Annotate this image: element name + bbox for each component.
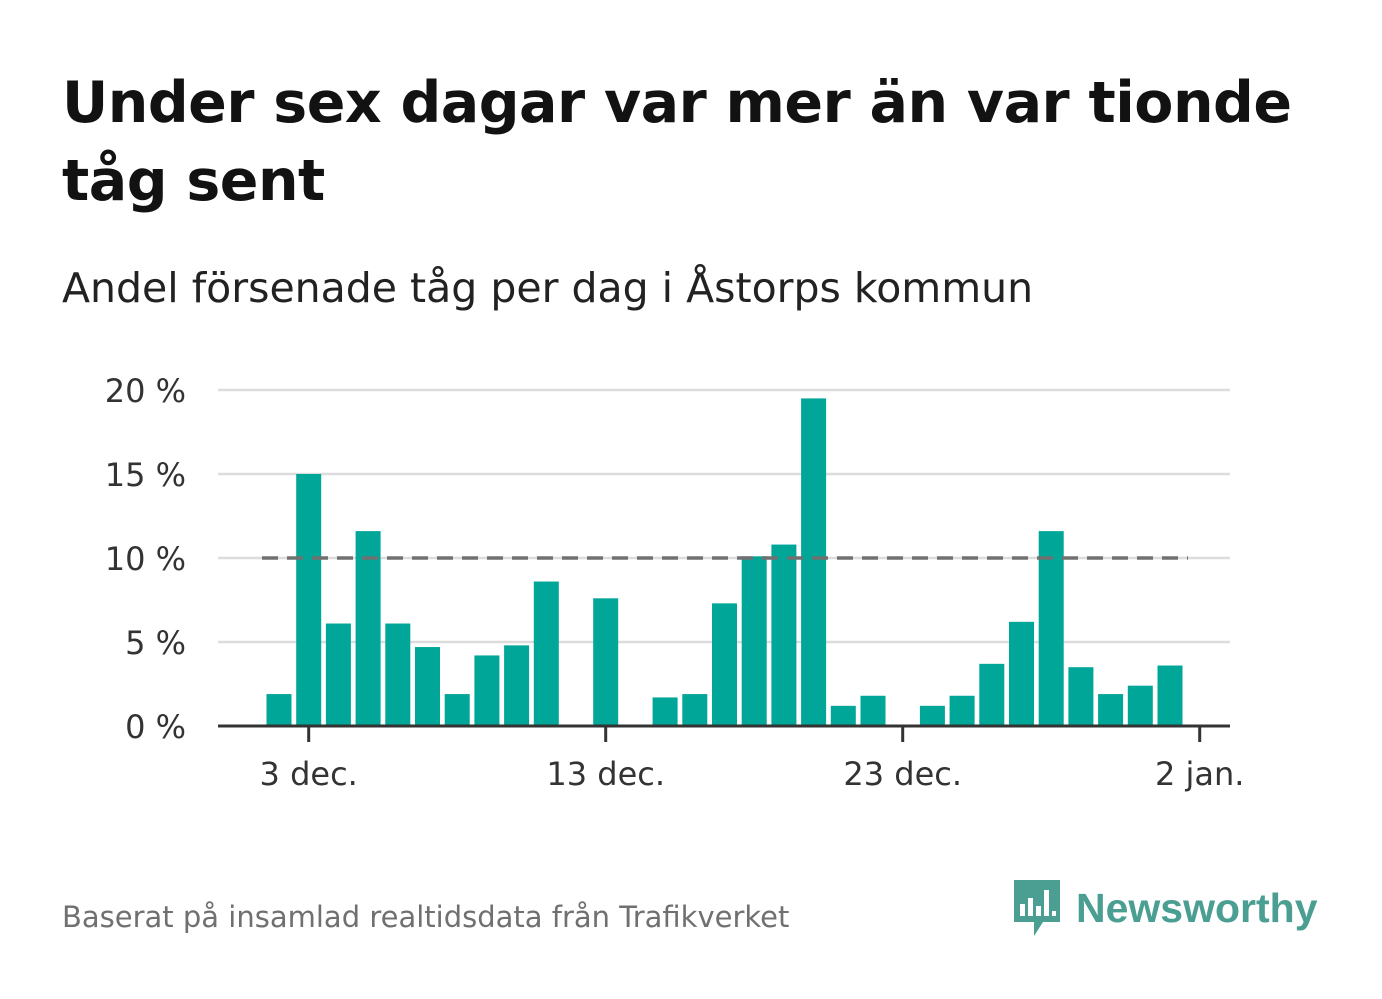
- newsworthy-logo-icon: [1014, 880, 1060, 936]
- bar: [533, 581, 559, 726]
- bar: [296, 474, 322, 726]
- y-tick-label: 20 %: [105, 372, 186, 410]
- source-note: Baserat på insamlad realtidsdata från Tr…: [62, 900, 790, 934]
- bar: [1068, 667, 1094, 726]
- bar: [593, 598, 619, 726]
- bar: [1098, 694, 1124, 726]
- bar: [949, 695, 975, 726]
- brand-name: Newsworthy: [1076, 884, 1318, 931]
- bar: [682, 694, 708, 726]
- chart-title: Under sex dagar var mer än var tionde tå…: [62, 70, 1292, 214]
- bar: [741, 556, 767, 726]
- bars: [266, 398, 1183, 726]
- bar: [1009, 621, 1034, 726]
- bar: [652, 697, 678, 726]
- bar: [504, 645, 530, 726]
- bar: [860, 695, 886, 726]
- bar: [355, 531, 381, 726]
- bar: [919, 705, 945, 726]
- bar: [385, 623, 411, 726]
- axes: 0 % 5 % 10 % 15 % 20 % 3 dec. 13 dec. 23 dec. 2 …: [105, 372, 1245, 793]
- x-tick-label: 3 dec.: [260, 755, 358, 793]
- bar: [1038, 531, 1064, 726]
- bar: [1127, 685, 1153, 726]
- bar: [830, 705, 856, 726]
- brand-logo-link[interactable]: Newsworthy: [1012, 878, 1318, 938]
- bar: [415, 647, 440, 726]
- bar: [712, 603, 737, 726]
- bar: [325, 623, 351, 726]
- y-tick-label: 0 %: [125, 708, 186, 746]
- bar: [444, 694, 470, 726]
- chart-subtitle: Andel försenade tåg per dag i Åstorps ko…: [62, 264, 1034, 312]
- bar: [474, 655, 500, 726]
- y-tick-label: 15 %: [105, 456, 186, 494]
- bar: [771, 544, 797, 726]
- bar: [266, 694, 292, 726]
- x-tick-label: 2 jan.: [1155, 755, 1244, 793]
- y-tick-label: 5 %: [125, 624, 186, 662]
- x-tick-label: 23 dec.: [843, 755, 962, 793]
- bar-chart: 0 % 5 % 10 % 15 % 20 % 3 dec. 13 dec. 23 dec. 2 …: [105, 372, 1245, 793]
- bar: [801, 398, 827, 726]
- bar: [1157, 665, 1183, 726]
- y-tick-label: 10 %: [105, 540, 186, 578]
- x-tick-label: 13 dec.: [546, 755, 665, 793]
- bar: [979, 663, 1005, 726]
